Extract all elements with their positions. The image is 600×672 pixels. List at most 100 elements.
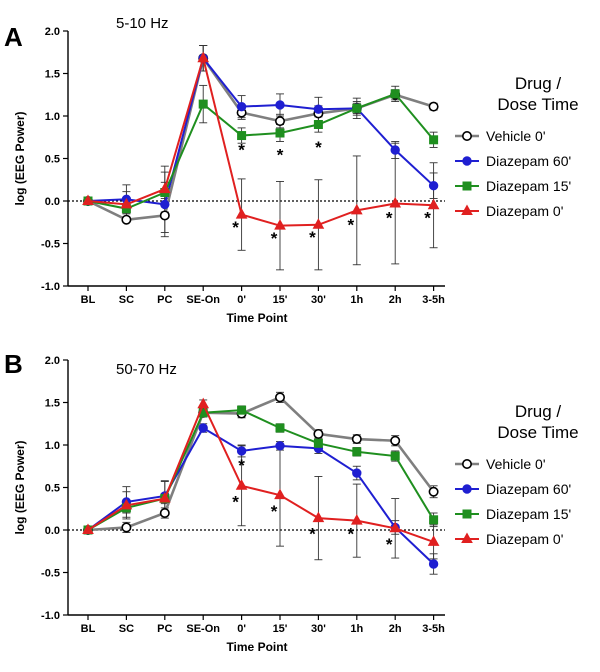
legend-item: Diazepam 0' <box>455 203 563 219</box>
y-tick-label: 1.5 <box>45 398 60 410</box>
data-point <box>312 511 325 523</box>
x-tick-label: 1h <box>350 623 363 635</box>
series-line <box>87 426 435 565</box>
x-tick-label: 0' <box>237 623 246 635</box>
significance-marker: * <box>424 208 431 227</box>
data-point <box>237 131 247 141</box>
data-point <box>389 521 402 533</box>
series-line <box>87 395 435 532</box>
significance-marker: * <box>309 525 316 544</box>
legend-item: Diazepam 15' <box>455 506 571 522</box>
legend-item: Diazepam 60' <box>455 153 571 169</box>
significance-marker: * <box>386 208 393 227</box>
legend-title: Dose Time <box>497 423 578 442</box>
series-line <box>87 54 434 227</box>
data-point <box>390 451 400 461</box>
data-point <box>352 468 362 478</box>
x-tick-label: 2h <box>389 623 402 635</box>
panel-letter: A <box>4 22 23 52</box>
y-tick-label: 2.0 <box>45 26 60 38</box>
x-tick-label: 0' <box>237 294 246 306</box>
data-point <box>274 116 285 127</box>
x-tick-label: 2h <box>389 294 402 306</box>
chart-title: 5-10 Hz <box>116 15 169 32</box>
data-point <box>120 197 133 209</box>
significance-marker: * <box>347 525 354 544</box>
y-tick-label: -1.0 <box>41 610 60 622</box>
x-tick-label: 3-5h <box>422 623 445 635</box>
significance-marker: * <box>277 146 284 165</box>
data-point <box>197 397 210 409</box>
significance-marker: * <box>386 535 393 554</box>
y-tick-label: 0.5 <box>45 154 60 166</box>
data-point <box>313 120 323 129</box>
data-point <box>352 103 362 113</box>
legend-label: Diazepam 15' <box>486 506 571 522</box>
data-point <box>428 101 439 112</box>
legend-label: Diazepam 0' <box>486 203 563 219</box>
x-tick-label: PC <box>157 623 172 635</box>
series-line <box>87 92 435 210</box>
x-tick-label: SC <box>119 623 134 635</box>
data-point <box>350 203 363 215</box>
data-point <box>275 100 285 110</box>
legend-marker <box>461 458 472 469</box>
legend: Drug / Dose Time Vehicle 0' Diazepam 60' Dia… <box>455 74 579 219</box>
y-axis-title: log (EEG Power) <box>13 440 27 534</box>
legend-item: Diazepam 0' <box>455 531 563 547</box>
data-point <box>427 198 440 210</box>
x-tick-label: SC <box>119 294 134 306</box>
legend-item: Vehicle 0' <box>455 128 546 144</box>
significance-marker: * <box>271 502 278 521</box>
x-tick-label: BL <box>81 294 96 306</box>
data-point <box>237 405 247 415</box>
data-point <box>390 89 400 99</box>
legend-label: Diazepam 60' <box>486 481 571 497</box>
x-tick-label: 1h <box>350 294 363 306</box>
legend-title: Drug / <box>515 74 562 93</box>
data-point <box>160 199 170 210</box>
legend-title: Drug / <box>515 402 562 421</box>
legend-label: Diazepam 15' <box>486 178 571 194</box>
data-point <box>275 441 285 451</box>
data-point <box>390 145 400 155</box>
data-point <box>390 435 401 446</box>
legend-label: Vehicle 0' <box>486 456 546 472</box>
data-point <box>429 135 439 145</box>
data-point <box>274 488 286 500</box>
data-point <box>428 486 439 497</box>
legend-item: Diazepam 60' <box>455 481 571 497</box>
significance-marker: * <box>347 215 354 234</box>
series-line <box>87 55 434 222</box>
y-tick-label: -1.0 <box>41 281 60 293</box>
data-point <box>313 104 324 114</box>
x-tick-label: 15' <box>273 294 288 306</box>
data-point <box>428 559 439 569</box>
legend: Drug / Dose Time Vehicle 0' Diazepam 60' Dia… <box>455 402 579 547</box>
y-tick-label: 1.0 <box>45 440 60 452</box>
y-tick-label: 1.5 <box>45 69 60 81</box>
x-tick-label: 15' <box>273 623 288 635</box>
data-point <box>350 514 363 525</box>
data-point <box>121 214 132 225</box>
data-point <box>82 523 94 534</box>
data-point <box>429 515 439 525</box>
data-point <box>313 438 323 448</box>
x-tick-label: 30' <box>311 294 326 306</box>
significance-marker: * <box>315 138 322 157</box>
x-tick-label: BL <box>81 623 96 635</box>
y-tick-label: 1.0 <box>45 111 60 123</box>
legend-marker <box>462 484 472 494</box>
y-tick-label: 0.0 <box>45 196 60 208</box>
data-point <box>120 498 133 510</box>
x-tick-label: 3-5h <box>422 294 445 306</box>
y-tick-label: -0.5 <box>41 568 60 580</box>
data-point <box>236 446 247 456</box>
series-line <box>87 401 434 543</box>
significance-marker: * <box>238 140 245 159</box>
legend-item: Diazepam 15' <box>455 178 571 194</box>
data-point <box>121 522 132 533</box>
legend-marker <box>462 181 472 191</box>
data-point <box>389 197 402 208</box>
y-tick-label: -0.5 <box>41 239 60 251</box>
